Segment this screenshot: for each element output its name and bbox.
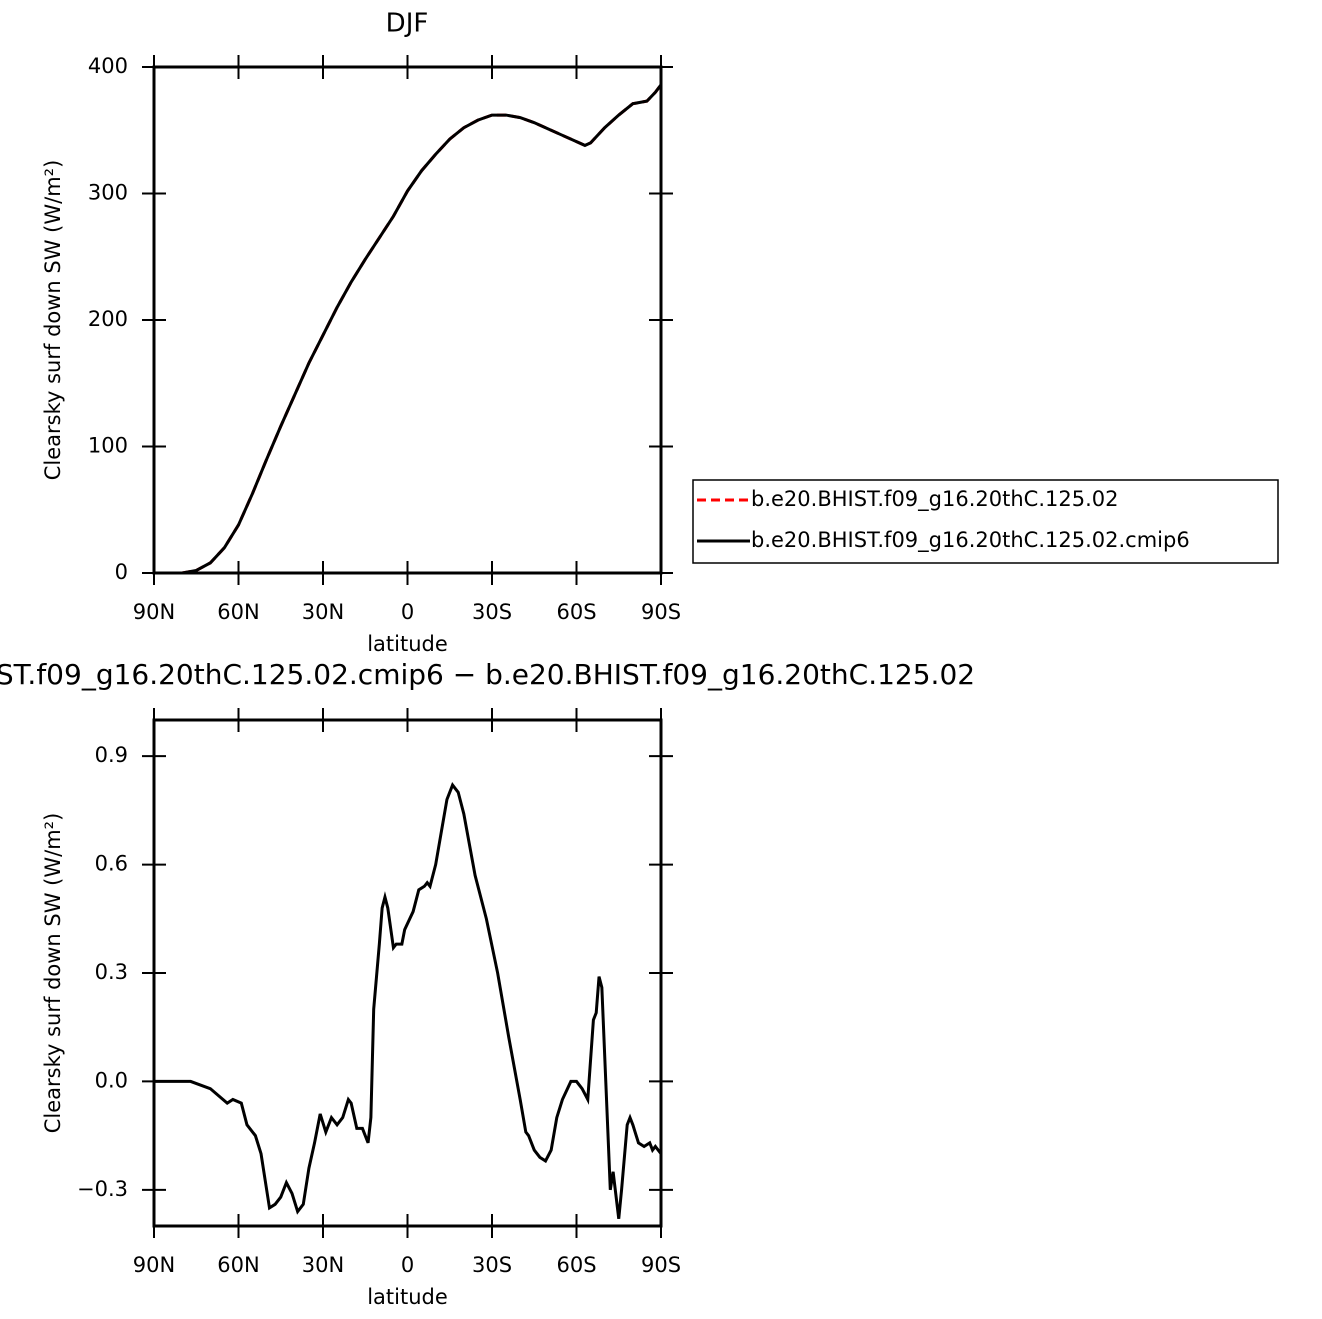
legend-box bbox=[692, 479, 1279, 564]
legend-label: b.e20.BHIST.f09_g16.20thC.125.02.cmip6 bbox=[751, 528, 1190, 553]
y-axis-label: Clearsky surf down SW (W/m²) bbox=[41, 160, 65, 481]
y-tick-label: 0.0 bbox=[95, 1068, 128, 1092]
x-tick-label: 90S bbox=[641, 600, 681, 624]
y-tick-label: 200 bbox=[88, 307, 128, 331]
plot-frame bbox=[152, 718, 663, 1228]
y-axis-label: Clearsky surf down SW (W/m²) bbox=[41, 813, 65, 1134]
plot-frame bbox=[152, 65, 663, 575]
y-tick-label: 300 bbox=[88, 181, 128, 205]
x-tick-label: 90N bbox=[133, 1253, 175, 1277]
data-line bbox=[154, 83, 663, 575]
x-tick-label: 0 bbox=[401, 1253, 414, 1277]
x-tick-label: 60S bbox=[556, 1253, 596, 1277]
data-line bbox=[154, 83, 663, 575]
x-tick-label: 60N bbox=[217, 600, 259, 624]
x-axis-label: latitude bbox=[367, 1285, 448, 1309]
y-tick-label: 0.3 bbox=[95, 960, 128, 984]
data-line bbox=[154, 782, 663, 1219]
y-tick-label: 0.6 bbox=[95, 852, 128, 876]
y-tick-label: 0.9 bbox=[95, 743, 128, 767]
x-tick-label: 30S bbox=[472, 600, 512, 624]
y-tick-label: −0.3 bbox=[77, 1177, 128, 1201]
x-tick-label: 60N bbox=[217, 1253, 259, 1277]
x-axis-label: latitude bbox=[367, 632, 448, 656]
y-tick-label: 0 bbox=[115, 560, 128, 584]
chart-title: DJF bbox=[386, 9, 429, 39]
x-tick-label: 30N bbox=[302, 600, 344, 624]
x-tick-label: 90S bbox=[641, 1253, 681, 1277]
x-tick-label: 30N bbox=[302, 1253, 344, 1277]
x-tick-label: 90N bbox=[133, 600, 175, 624]
legend-label: b.e20.BHIST.f09_g16.20thC.125.02 bbox=[751, 487, 1118, 512]
y-tick-label: 100 bbox=[88, 434, 128, 458]
x-tick-label: 60S bbox=[556, 600, 596, 624]
chart-title: b.e20.BHIST.f09_g16.20thC.125.02.cmip6 −… bbox=[0, 658, 975, 691]
y-tick-label: 400 bbox=[88, 54, 128, 78]
x-tick-label: 30S bbox=[472, 1253, 512, 1277]
x-tick-label: 0 bbox=[401, 600, 414, 624]
